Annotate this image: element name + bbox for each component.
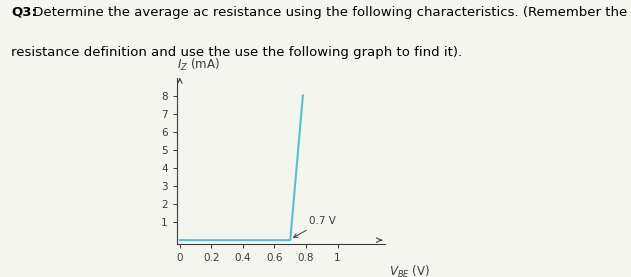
Text: resistance definition and use the use the following graph to find it).: resistance definition and use the use th… [11,46,463,59]
Text: $V_{BE}$ (V): $V_{BE}$ (V) [389,264,430,277]
Text: Q3:: Q3: [11,6,37,19]
Text: $\mathit{I_Z}$ (mA): $\mathit{I_Z}$ (mA) [177,57,220,73]
Text: Determine the average ac resistance using the following characteristics. (Rememb: Determine the average ac resistance usin… [29,6,631,19]
Text: 0.7 V: 0.7 V [293,216,336,237]
